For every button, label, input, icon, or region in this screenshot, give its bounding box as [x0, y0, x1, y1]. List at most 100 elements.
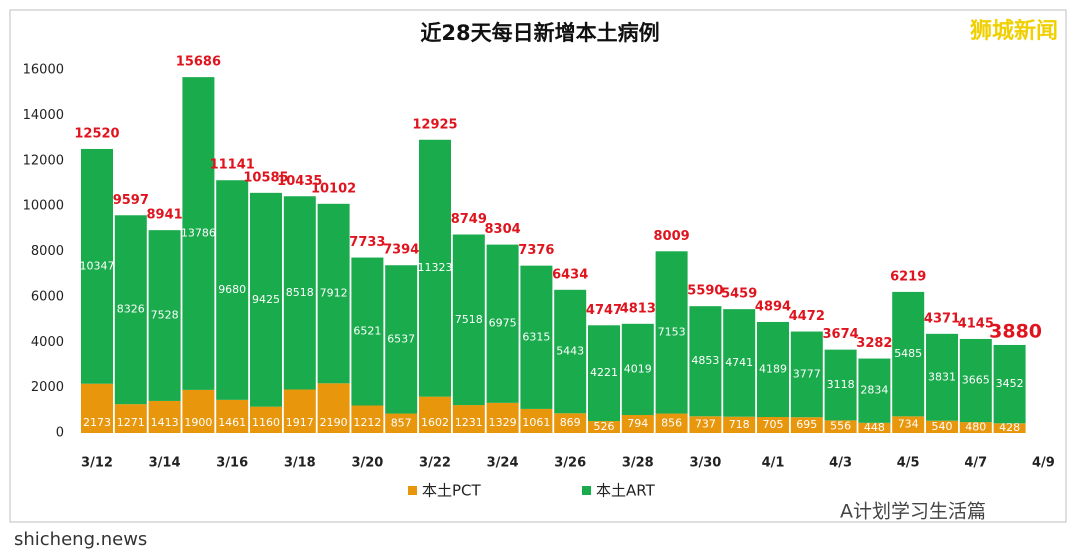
bar-segment	[283, 196, 316, 390]
bar-segment	[554, 289, 587, 414]
bar-segment	[588, 421, 620, 433]
segment-label: 856	[661, 416, 682, 429]
total-label: 4145	[958, 316, 994, 331]
segment-label: 7912	[320, 287, 348, 300]
segment-label: 7153	[658, 325, 686, 338]
x-tick-label: 3/20	[351, 456, 383, 471]
total-label: 7394	[383, 243, 419, 258]
bar-segment	[858, 422, 891, 433]
segment-label: 556	[830, 420, 851, 433]
bar-segment	[317, 383, 350, 433]
segment-label: 1413	[151, 416, 179, 429]
total-label: 8304	[485, 222, 521, 237]
bar-segment	[655, 413, 688, 433]
total-label: 7733	[349, 235, 385, 250]
segment-label: 2173	[83, 416, 111, 429]
bar-segment	[148, 230, 181, 401]
total-label: 12925	[412, 117, 457, 132]
bar-segment	[486, 244, 519, 403]
segment-label: 10347	[80, 259, 115, 272]
total-label: 10102	[311, 181, 356, 196]
bar-segment	[621, 414, 654, 433]
bar-segment	[250, 406, 282, 433]
segment-label: 4741	[725, 356, 753, 369]
segment-label: 9680	[218, 283, 246, 296]
bar-segment	[959, 422, 992, 433]
segment-label: 3665	[962, 374, 990, 387]
segment-label: 6975	[489, 317, 517, 330]
segment-label: 1900	[184, 416, 212, 429]
total-label: 5459	[721, 287, 757, 302]
segment-label: 1602	[421, 416, 449, 429]
legend-label: 本土ART	[596, 482, 656, 500]
bar-segment	[621, 323, 654, 415]
total-label: 15686	[176, 55, 221, 70]
segment-label: 13786	[181, 227, 216, 240]
total-label: 11141	[210, 158, 255, 173]
segment-label: 1329	[489, 416, 517, 429]
x-tick-label: 3/26	[554, 456, 586, 471]
segment-label: 718	[729, 418, 750, 431]
x-tick-label: 4/3	[829, 456, 852, 471]
bar-segment	[757, 417, 789, 433]
watermark: 狮城新闻	[970, 18, 1058, 44]
bar-segment	[588, 325, 620, 422]
bar-segment	[148, 400, 181, 433]
bar-segment	[824, 420, 857, 433]
total-label: 4371	[924, 311, 960, 326]
segment-label: 448	[864, 421, 885, 434]
segment-label: 857	[391, 416, 412, 429]
bar-segment	[959, 338, 992, 423]
segment-label: 695	[796, 418, 817, 431]
total-label: 5590	[687, 284, 723, 299]
bar-segment	[452, 234, 485, 406]
x-tick-label: 3/16	[216, 456, 248, 471]
segment-label: 6315	[522, 330, 550, 343]
x-tick-label: 3/30	[689, 456, 721, 471]
bar-segment	[283, 389, 316, 433]
total-label: 6434	[552, 267, 588, 282]
bar-segment	[520, 265, 553, 409]
y-tick-label: 10000	[23, 199, 64, 214]
x-tick-label: 3/12	[81, 456, 113, 471]
total-label: 8941	[147, 208, 183, 223]
bar-segment	[351, 405, 384, 433]
segment-label: 1231	[455, 416, 483, 429]
segment-label: 8326	[117, 303, 145, 316]
segment-label: 1160	[252, 416, 280, 429]
y-tick-label: 16000	[23, 63, 64, 78]
x-tick-label: 4/5	[897, 456, 920, 471]
y-tick-label: 0	[56, 426, 64, 441]
y-tick-label: 4000	[31, 335, 64, 350]
bar-segment	[452, 405, 485, 433]
segment-label: 5485	[894, 347, 922, 360]
bar-segment	[723, 416, 756, 433]
total-label: 6219	[890, 269, 926, 284]
bar-segment	[757, 321, 789, 418]
y-tick-label: 6000	[31, 289, 64, 304]
bar-segment	[351, 257, 384, 406]
total-label: 4894	[755, 299, 791, 314]
legend-swatch	[408, 486, 417, 495]
total-label: 9597	[113, 193, 149, 208]
bar-segment	[114, 404, 147, 433]
total-label: 3880	[989, 320, 1042, 342]
bar-segment	[385, 265, 418, 414]
bar-segment	[824, 349, 857, 421]
y-tick-label: 2000	[31, 380, 64, 395]
total-label: 4747	[586, 303, 622, 318]
x-tick-label: 4/9	[1032, 456, 1055, 471]
y-tick-label: 12000	[23, 153, 64, 168]
chart-title: 近28天每日新增本土病例	[420, 21, 659, 45]
legend-swatch	[582, 486, 591, 495]
x-tick-label: 3/28	[622, 456, 654, 471]
x-tick-label: 3/18	[284, 456, 316, 471]
segment-label: 7518	[455, 313, 483, 326]
bar-segment	[790, 331, 823, 418]
bar-segment	[81, 383, 113, 433]
total-label: 10585	[243, 170, 288, 185]
segment-label: 6521	[353, 325, 381, 338]
segment-label: 3777	[793, 367, 821, 380]
source-right: A计划学习生活篇	[840, 501, 986, 523]
y-tick-label: 14000	[23, 108, 64, 123]
